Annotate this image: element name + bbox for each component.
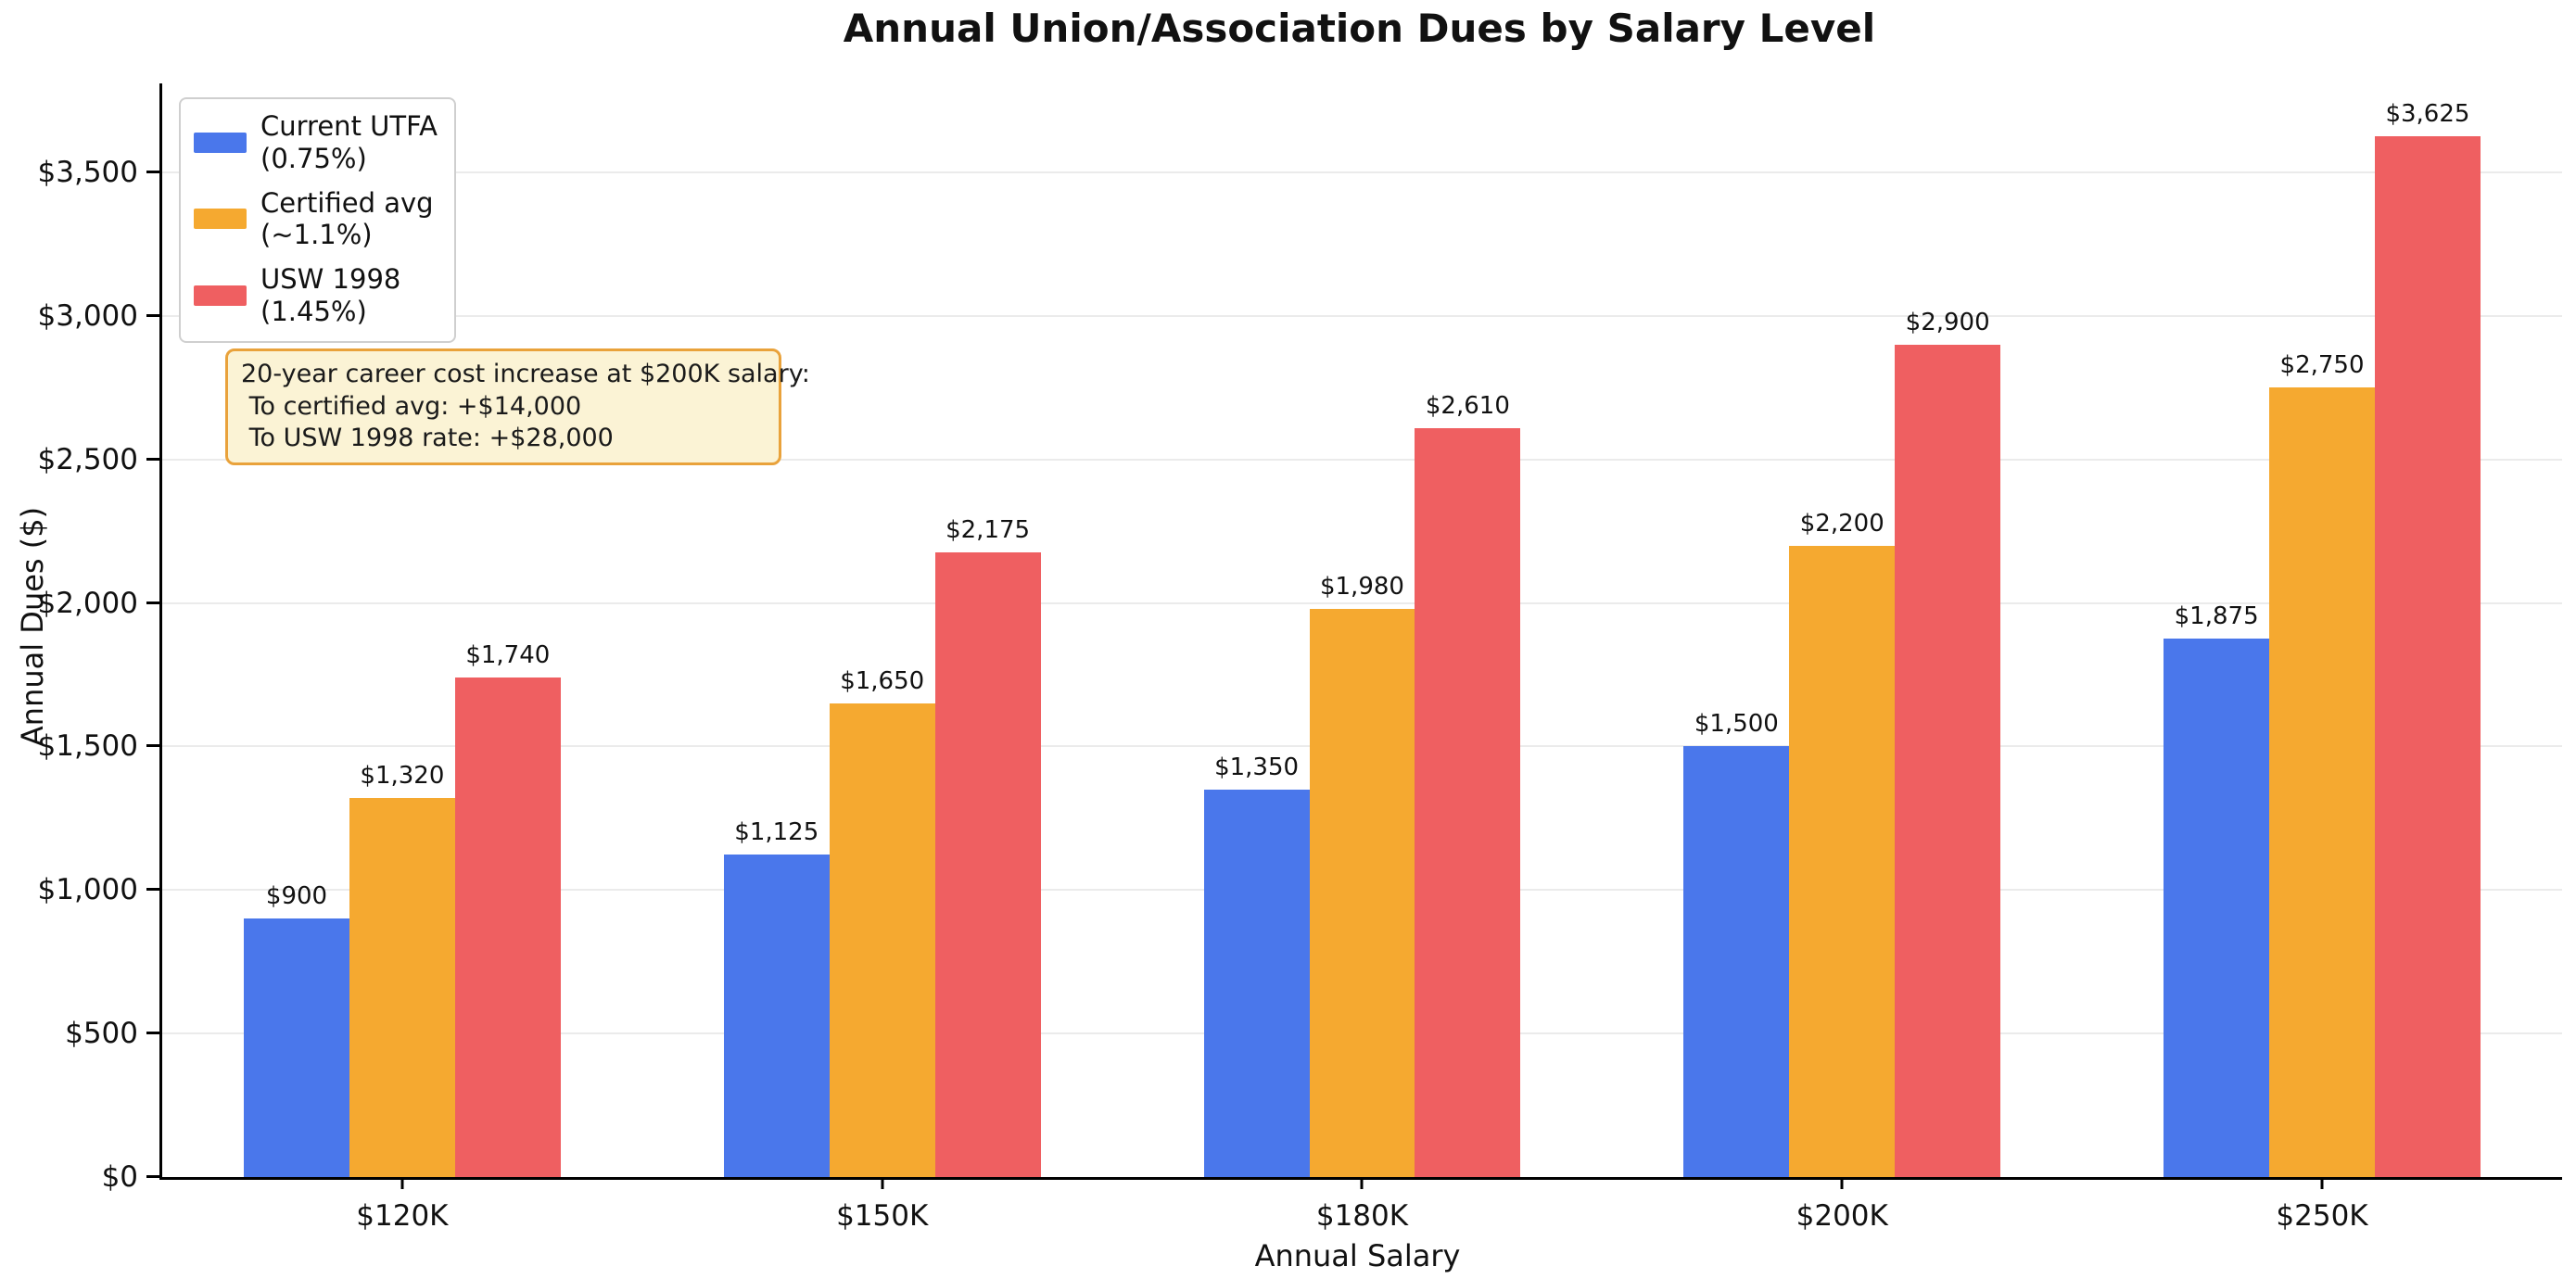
x-tick-label: $120K — [356, 1199, 449, 1233]
y-tick-mark — [146, 888, 160, 892]
legend-swatch — [194, 132, 247, 153]
y-tick-label: $2,000 — [37, 586, 139, 620]
legend-swatch — [194, 209, 247, 230]
bar-value-label: $1,350 — [1214, 753, 1300, 781]
y-tick-label: $3,500 — [37, 155, 139, 189]
bar: $1,350 — [1203, 753, 1310, 1177]
bar-value-label: $1,740 — [465, 641, 551, 670]
y-tick-label: $500 — [65, 1017, 139, 1051]
legend-label: Certified avg (~1.1%) — [260, 186, 434, 251]
annotation-box: 20-year career cost increase at $200K sa… — [225, 348, 810, 465]
bar: $2,175 — [934, 516, 1041, 1177]
bar: $1,320 — [349, 762, 455, 1177]
y-tick-label: $3,000 — [37, 298, 139, 333]
y-tick-mark — [146, 1032, 160, 1035]
legend: Current UTFA (0.75%) Certified avg (~1.1%… — [179, 96, 456, 343]
bar-value-label: $2,610 — [1425, 391, 1510, 420]
bar: $900 — [244, 882, 349, 1177]
bar-value-label: $1,650 — [840, 666, 925, 695]
bar-value-label: $1,980 — [1319, 572, 1404, 601]
legend-item: USW 1998 (1.45%) — [194, 263, 438, 328]
bar-group-250k: $1,875 $2,750 $3,625 — [2082, 83, 2562, 1177]
bar-value-label: $2,900 — [1905, 308, 1990, 336]
annotation-line-3: To USW 1998 rate: +$28,000 — [241, 424, 614, 453]
y-tick-label: $2,500 — [37, 442, 139, 476]
x-tick-label: $180K — [1315, 1199, 1409, 1233]
x-tick-label: $200K — [1796, 1199, 1888, 1233]
legend-item: Certified avg (~1.1%) — [194, 187, 438, 252]
bar-group-200k: $1,500 $2,200 $2,900 — [1602, 83, 2082, 1177]
bar: $1,980 — [1309, 573, 1415, 1177]
y-tick-mark — [146, 170, 160, 173]
y-tick-mark — [146, 1175, 160, 1178]
annotation-line-1: 20-year career cost increase at $200K sa… — [241, 360, 810, 388]
bar-value-label: $1,320 — [360, 762, 445, 791]
bar: $3,625 — [2374, 100, 2481, 1177]
annotation-line-2: To certified avg: +$14,000 — [241, 391, 582, 421]
bar-value-label: $1,875 — [2174, 602, 2259, 631]
x-tick-label: $150K — [836, 1199, 929, 1233]
y-tick-mark — [146, 601, 160, 604]
x-tick-label: $250K — [2276, 1199, 2368, 1233]
y-axis-label: Annual Dues ($) — [15, 507, 50, 747]
bar: $1,500 — [1683, 710, 1790, 1177]
gridline — [162, 602, 2562, 604]
bar: $2,200 — [1789, 510, 1896, 1177]
y-tick-label: $1,000 — [37, 873, 139, 907]
legend-label: USW 1998 (1.45%) — [260, 263, 401, 327]
plot-area: $0 $500 $1,000 $1,500 $2,000 $2,500 $3,000 $3,5… — [38, 82, 2562, 1233]
chart-title: Annual Union/Association Dues by Salary … — [843, 6, 1876, 51]
legend-swatch — [194, 285, 247, 306]
bar: $1,740 — [454, 641, 561, 1177]
bar: $1,875 — [2164, 602, 2270, 1177]
bar-value-label: $2,200 — [1799, 509, 1884, 538]
bar-value-label: $1,500 — [1694, 710, 1779, 739]
y-tick-label: $1,500 — [37, 729, 139, 764]
bar-value-label: $1,125 — [734, 817, 819, 846]
bar: $2,900 — [1895, 309, 2001, 1177]
bar-value-label: $2,750 — [2279, 351, 2365, 380]
bar-value-label: $900 — [265, 882, 328, 911]
x-tick-mark — [2320, 1177, 2324, 1189]
gridline — [162, 458, 2562, 461]
bar: $1,125 — [723, 818, 830, 1177]
bar-group-150k: $1,125 $1,650 $2,175 — [642, 83, 1123, 1177]
x-tick-mark — [400, 1177, 404, 1189]
bar: $2,750 — [2269, 351, 2375, 1177]
bar: $1,650 — [829, 667, 935, 1177]
bar-value-label: $2,175 — [945, 516, 1031, 545]
bar-value-label: $3,625 — [2385, 100, 2470, 129]
x-tick-mark — [1840, 1177, 1844, 1189]
bar: $2,610 — [1415, 392, 1521, 1177]
y-tick-mark — [146, 457, 160, 461]
x-tick-mark — [881, 1177, 884, 1189]
bar-group-120k: $900 $1,320 $1,740 — [162, 83, 642, 1177]
x-tick-mark — [1360, 1177, 1364, 1189]
legend-label: Current UTFA (0.75%) — [260, 109, 438, 174]
y-tick-mark — [146, 313, 160, 317]
y-tick-mark — [146, 744, 160, 748]
gridline — [162, 171, 2562, 173]
y-tick-label: $0 — [101, 1160, 139, 1194]
legend-item: Current UTFA (0.75%) — [194, 110, 438, 175]
x-axis-label: Annual Salary — [1254, 1238, 1461, 1273]
gridline — [162, 314, 2562, 317]
bar-group-180k: $1,350 $1,980 $2,610 — [1123, 83, 1603, 1177]
